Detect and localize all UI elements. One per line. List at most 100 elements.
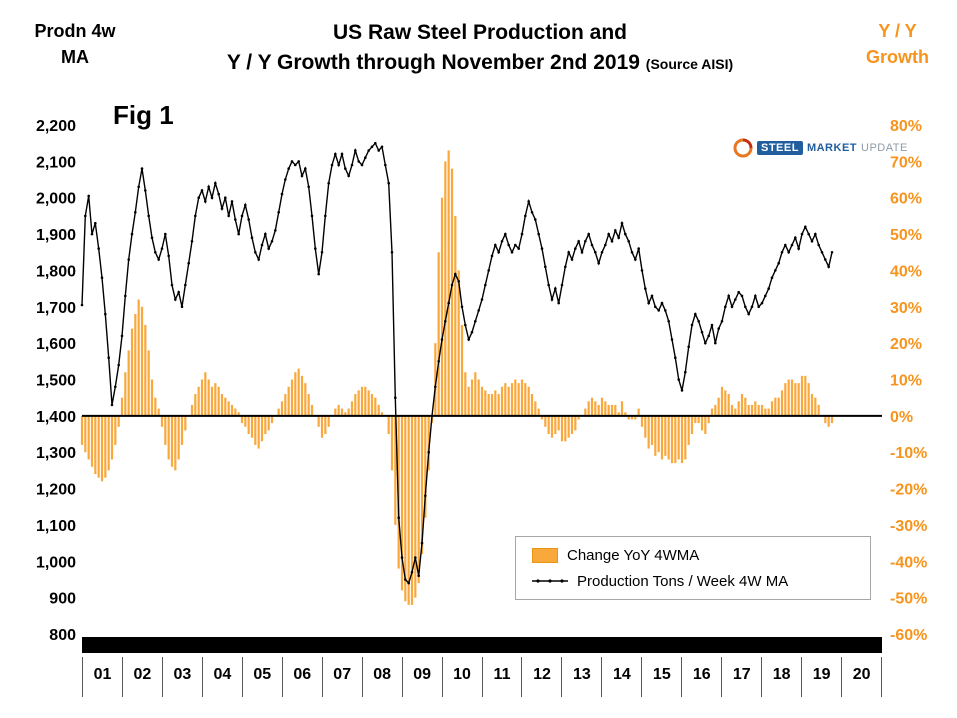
yoy-bar <box>460 324 464 416</box>
yoy-bar <box>414 415 417 598</box>
production-marker <box>507 243 511 247</box>
production-marker <box>380 145 384 149</box>
yoy-bar <box>494 390 497 416</box>
yoy-bar <box>447 150 450 416</box>
production-marker <box>554 287 557 290</box>
yoy-bar <box>180 415 184 445</box>
yoy-bar <box>140 306 144 416</box>
production-marker <box>80 303 84 307</box>
yoy-bar <box>304 383 307 416</box>
production-line-path <box>81 141 833 585</box>
production-marker <box>527 200 530 203</box>
right-axis-tick-label: 10% <box>890 373 922 390</box>
yoy-bar <box>644 415 647 438</box>
yoy-bar <box>150 379 154 416</box>
production-marker <box>367 149 371 152</box>
production-marker <box>560 283 564 287</box>
yoy-bar <box>810 394 814 416</box>
production-marker <box>260 243 264 247</box>
yoy-bar <box>464 372 467 416</box>
yoy-bar <box>600 397 604 416</box>
yoy-bar <box>577 415 580 420</box>
production-marker <box>697 320 700 323</box>
production-marker <box>787 251 790 254</box>
right-axis-tick-label: 80% <box>890 118 922 135</box>
yoy-bar <box>654 415 657 456</box>
production-marker <box>140 167 144 170</box>
production-marker <box>170 283 174 287</box>
production-marker <box>264 232 267 236</box>
yoy-bar <box>677 415 680 460</box>
production-marker <box>414 556 417 559</box>
left-axis-tick-label: 1,300 <box>36 445 76 462</box>
smu-logo-steel-text: STEEL <box>757 141 803 155</box>
production-marker <box>324 214 327 218</box>
x-axis-year-label: 14 <box>601 657 641 697</box>
x-axis-year-label: 01 <box>82 657 122 697</box>
production-marker <box>620 221 624 225</box>
production-marker <box>427 450 431 454</box>
yoy-bar <box>634 415 637 420</box>
yoy-bar <box>434 343 437 416</box>
yoy-bar <box>777 397 780 416</box>
production-marker <box>377 149 381 152</box>
production-marker <box>750 305 754 309</box>
production-marker <box>817 243 820 247</box>
yoy-bar <box>627 415 630 420</box>
yoy-bar <box>244 415 247 427</box>
yoy-bar <box>607 404 610 416</box>
yoy-bar <box>727 394 730 416</box>
production-marker <box>720 320 724 323</box>
production-marker <box>104 312 107 316</box>
right-axis-tick-label: 40% <box>890 263 922 280</box>
x-axis-year-label: 08 <box>361 657 402 697</box>
yoy-bar <box>510 383 514 416</box>
production-marker <box>657 309 660 312</box>
production-marker <box>317 272 321 276</box>
yoy-bar <box>740 394 744 416</box>
right-axis-title-line1: Y / Y <box>878 21 917 41</box>
left-axis-tick-label: 1,500 <box>36 373 76 390</box>
yoy-bar <box>797 383 800 416</box>
left-axis-tick-label: 1,000 <box>36 554 76 571</box>
production-marker <box>524 214 527 218</box>
yoy-bar <box>227 401 230 416</box>
production-marker <box>780 251 784 254</box>
yoy-bar <box>514 379 517 416</box>
yoy-bar <box>490 394 494 416</box>
x-axis-year-label: 13 <box>561 657 601 697</box>
production-marker <box>730 305 734 309</box>
production-marker <box>807 232 810 236</box>
production-marker <box>747 312 750 316</box>
production-marker <box>350 163 354 167</box>
smu-logo-market-text: MARKET <box>806 142 858 154</box>
yoy-bar <box>754 401 757 416</box>
right-axis-tick-label: 30% <box>890 300 922 317</box>
production-marker <box>424 494 427 498</box>
yoy-bar <box>594 401 597 416</box>
production-marker <box>557 301 560 305</box>
yoy-bar <box>760 404 764 416</box>
production-marker <box>537 232 540 236</box>
chart-title-source: (Source AISI) <box>645 56 734 72</box>
yoy-bar <box>650 415 654 445</box>
yoy-bar <box>537 408 540 416</box>
production-marker <box>677 378 680 381</box>
production-marker <box>407 581 411 585</box>
production-marker <box>100 276 104 280</box>
production-marker <box>450 283 454 287</box>
production-marker <box>190 240 194 243</box>
yoy-bar <box>800 375 804 416</box>
right-axis-tick-label: 60% <box>890 191 922 208</box>
yoy-bar <box>167 415 170 460</box>
yoy-bar <box>107 415 110 471</box>
production-marker <box>690 323 694 327</box>
production-marker <box>157 258 160 261</box>
production-marker <box>454 272 457 276</box>
production-marker <box>164 232 167 236</box>
production-marker <box>704 341 707 345</box>
production-marker <box>654 305 657 309</box>
production-marker <box>794 236 797 239</box>
yoy-bar <box>444 161 447 416</box>
yoy-bar <box>500 386 504 416</box>
